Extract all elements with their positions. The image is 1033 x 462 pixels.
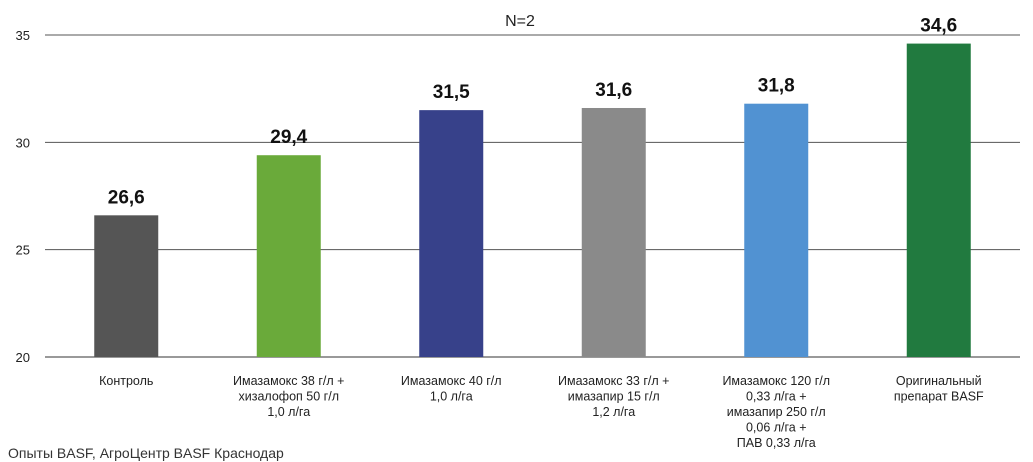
category-label-line: хизалофоп 50 г/л [239, 390, 339, 404]
category-label: Имазамокс 33 г/л + имазапир 15 г/л 1,2 л/г… [558, 374, 669, 419]
category-label: Имазамокс 120 г/л 0,33 л/га + имазапир 250… [722, 374, 830, 450]
category-label-line: имазапир 15 г/л [568, 390, 660, 404]
category-label-line: Оригинальный [896, 374, 982, 388]
y-axis-ticks: 20 25 30 35 [16, 28, 30, 365]
category-label-line: препарат BASF [894, 390, 984, 404]
category-label-line: 1,2 л/га [592, 405, 635, 419]
bar [419, 110, 484, 357]
bar [906, 43, 971, 357]
category-label-line: Имазамокс 120 г/л [722, 374, 830, 388]
grid-lines [45, 34, 1020, 358]
sample-size-annotation: N=2 [505, 13, 535, 30]
category-label-line: 1,0 л/га [430, 390, 473, 404]
bar [581, 107, 646, 357]
category-label-line: Имазамокс 33 г/л + [558, 374, 669, 388]
y-tick-label: 35 [16, 28, 30, 43]
bar-value-label: 29,4 [270, 127, 307, 148]
category-label-line: Контроль [99, 374, 153, 388]
bar-value-label: 31,6 [595, 80, 632, 101]
bar-value-label: 31,8 [758, 76, 795, 97]
bar [94, 215, 159, 357]
category-label-line: Имазамокс 40 г/л [401, 374, 502, 388]
bar-value-label: 26,6 [108, 187, 145, 208]
bar-value-label: 31,5 [433, 82, 470, 103]
category-label-line: ПАВ 0,33 л/га [737, 436, 816, 450]
category-label: Контроль [99, 374, 153, 388]
x-axis-categories: Контроль Имазамокс 38 г/л + хизалофоп 50 г… [99, 374, 984, 450]
category-label-line: 1,0 л/га [267, 405, 310, 419]
source-note: Опыты BASF, АгроЦентр BASF Краснодар [8, 445, 284, 461]
category-label-line: Имазамокс 38 г/л + [233, 374, 344, 388]
category-label: Имазамокс 40 г/л 1,0 л/га [401, 374, 502, 404]
category-label-line: 0,33 л/га + [746, 390, 807, 404]
bar [744, 103, 809, 358]
category-label: Оригинальный препарат BASF [894, 374, 984, 404]
bars [94, 43, 971, 358]
bar-value-label: 34,6 [920, 16, 957, 37]
category-label-line: имазапир 250 г/л [727, 405, 826, 419]
y-tick-label: 25 [16, 243, 30, 258]
data-labels: 26,6 29,4 31,5 31,6 31,8 34,6 [108, 16, 957, 209]
category-label: Имазамокс 38 г/л + хизалофоп 50 г/л 1,0 л/… [233, 374, 344, 419]
category-label-line: 0,06 л/га + [746, 421, 807, 435]
y-tick-label: 30 [16, 135, 30, 150]
y-tick-label: 20 [16, 350, 30, 365]
bar [256, 155, 321, 357]
